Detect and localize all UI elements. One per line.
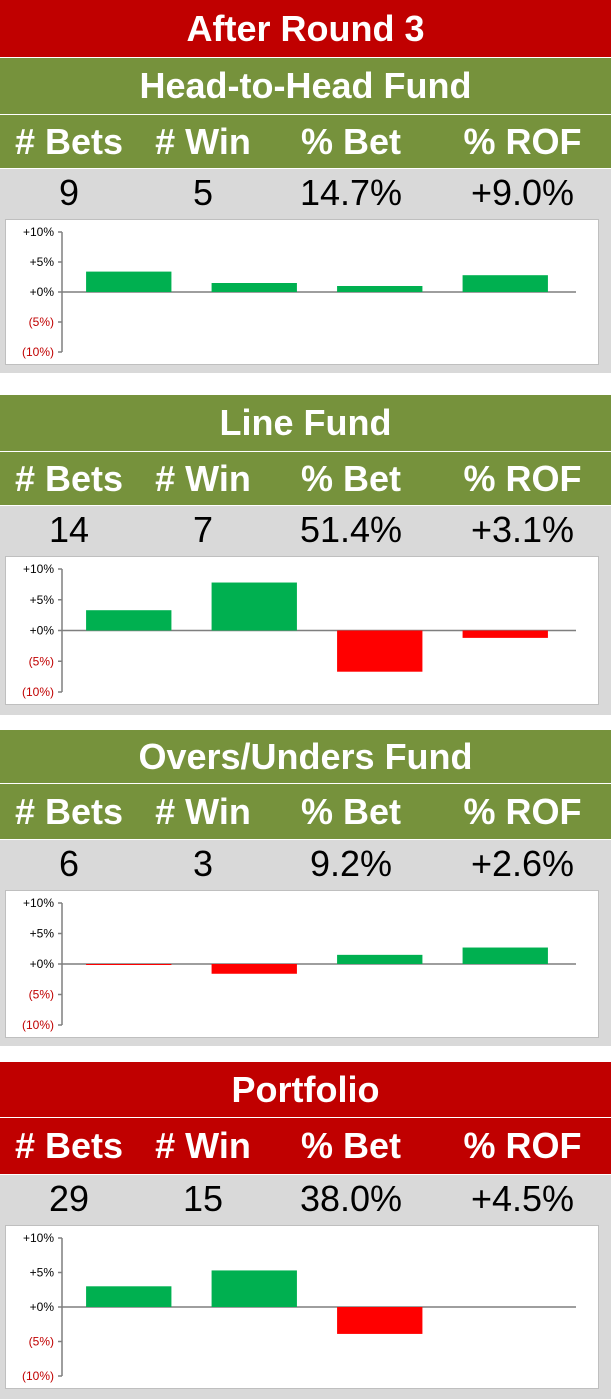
y-tick-label: +10% xyxy=(23,225,54,239)
y-tick-label: +0% xyxy=(30,624,55,638)
y-tick-label: +0% xyxy=(30,957,55,971)
fund-title-line: Line Fund xyxy=(0,395,611,451)
value-bets: 6 xyxy=(58,843,80,884)
y-tick-label: +5% xyxy=(30,927,55,941)
header-pct-bet: % Bet xyxy=(300,120,402,162)
value-pct-rof: +3.1% xyxy=(470,509,575,550)
y-tick-label: (10%) xyxy=(22,345,54,359)
value-pct-bet: 51.4% xyxy=(299,509,403,550)
bar xyxy=(86,271,172,292)
fund-title-head-to-head: Head-to-Head Fund xyxy=(0,58,611,114)
value-pct-rof: +2.6% xyxy=(470,843,575,884)
fund-values-row: 14 7 51.4% +3.1% xyxy=(0,506,611,554)
value-wins: 3 xyxy=(192,843,214,884)
y-tick-label: (10%) xyxy=(22,685,54,699)
bar xyxy=(337,630,423,672)
y-tick-label: (10%) xyxy=(22,1018,54,1032)
y-tick-label: +0% xyxy=(30,285,55,299)
value-pct-rof: +9.0% xyxy=(470,172,575,213)
value-bets: 9 xyxy=(58,172,80,213)
bar xyxy=(462,630,548,638)
bar-chart: +10% +5% +0% (5%) (10%) xyxy=(22,225,576,359)
value-wins: 5 xyxy=(192,172,214,213)
value-pct-bet: 38.0% xyxy=(299,1178,403,1219)
y-tick-label: +10% xyxy=(23,896,54,910)
y-tick-label: (10%) xyxy=(22,1369,54,1383)
y-tick-label: (5%) xyxy=(29,1335,54,1349)
header-pct-rof: % ROF xyxy=(463,790,582,832)
column-header-row: # Bets # Win % Bet % ROF xyxy=(0,784,611,839)
bar xyxy=(337,286,423,292)
fund-values-row: 29 15 38.0% +4.5% xyxy=(0,1175,611,1223)
y-tick-label: (5%) xyxy=(29,654,54,668)
fund-title-portfolio: Portfolio xyxy=(0,1062,611,1117)
column-header-row: # Bets # Win % Bet % ROF xyxy=(0,115,611,168)
bar-chart: +10% +5% +0% (5%) (10%) xyxy=(22,896,576,1032)
bar xyxy=(337,1307,423,1334)
bar xyxy=(86,610,172,631)
bar-chart: +10% +5% +0% (5%) (10%) xyxy=(22,1231,576,1383)
header-pct-rof: % ROF xyxy=(463,1125,582,1166)
value-bets: 14 xyxy=(48,509,90,550)
chart-panel: +10% +5% +0% (5%) (10%) xyxy=(0,1223,611,1399)
fund-chart-head-to-head: +10% +5% +0% (5%) (10%) xyxy=(5,219,599,365)
value-wins: 15 xyxy=(182,1178,224,1219)
bar xyxy=(462,275,548,292)
y-tick-label: +5% xyxy=(30,255,55,269)
y-tick-label: +0% xyxy=(30,1300,55,1314)
bar xyxy=(86,964,172,965)
fund-values-row: 6 3 9.2% +2.6% xyxy=(0,840,611,888)
header-win: # Win xyxy=(155,790,251,832)
fund-chart-overs-unders: +10% +5% +0% (5%) (10%) xyxy=(5,890,599,1038)
bar xyxy=(462,947,548,964)
header-pct-bet: % Bet xyxy=(300,457,402,499)
header-pct-rof: % ROF xyxy=(463,457,582,499)
header-pct-bet: % Bet xyxy=(300,790,402,832)
bar-chart: +10% +5% +0% (5%) (10%) xyxy=(22,562,576,699)
bar xyxy=(337,954,423,964)
header-win: # Win xyxy=(155,120,251,162)
header-bets: # Bets xyxy=(14,120,124,162)
bar xyxy=(211,582,297,631)
value-bets: 29 xyxy=(48,1178,90,1219)
header-bets: # Bets xyxy=(14,1125,124,1166)
column-header-row: # Bets # Win % Bet % ROF xyxy=(0,1118,611,1174)
header-bets: # Bets xyxy=(14,457,124,499)
bar xyxy=(86,1286,172,1307)
y-tick-label: (5%) xyxy=(29,315,54,329)
header-win: # Win xyxy=(155,1125,251,1166)
y-tick-label: (5%) xyxy=(29,988,54,1002)
value-pct-bet: 14.7% xyxy=(299,172,403,213)
y-tick-label: +10% xyxy=(23,562,54,576)
page-title: After Round 3 xyxy=(0,0,611,57)
y-tick-label: +5% xyxy=(30,593,55,607)
value-pct-rof: +4.5% xyxy=(470,1178,575,1219)
chart-panel: +10% +5% +0% (5%) (10%) xyxy=(0,554,611,715)
column-header-row: # Bets # Win % Bet % ROF xyxy=(0,452,611,505)
chart-panel: +10% +5% +0% (5%) (10%) xyxy=(0,217,611,373)
bar xyxy=(211,964,297,974)
header-bets: # Bets xyxy=(14,790,124,832)
fund-title-overs-unders: Overs/Unders Fund xyxy=(0,730,611,783)
fund-chart-line: +10% +5% +0% (5%) (10%) xyxy=(5,556,599,705)
value-pct-bet: 9.2% xyxy=(309,843,393,884)
header-pct-rof: % ROF xyxy=(463,120,582,162)
y-tick-label: +10% xyxy=(23,1231,54,1245)
bar xyxy=(211,1270,297,1307)
header-pct-bet: % Bet xyxy=(300,1125,402,1166)
fund-values-row: 9 5 14.7% +9.0% xyxy=(0,169,611,217)
value-wins: 7 xyxy=(192,509,214,550)
y-tick-label: +5% xyxy=(30,1266,55,1280)
bar xyxy=(211,283,297,292)
header-win: # Win xyxy=(155,457,251,499)
divider xyxy=(0,57,611,58)
fund-chart-portfolio: +10% +5% +0% (5%) (10%) xyxy=(5,1225,599,1389)
chart-panel: +10% +5% +0% (5%) (10%) xyxy=(0,888,611,1046)
